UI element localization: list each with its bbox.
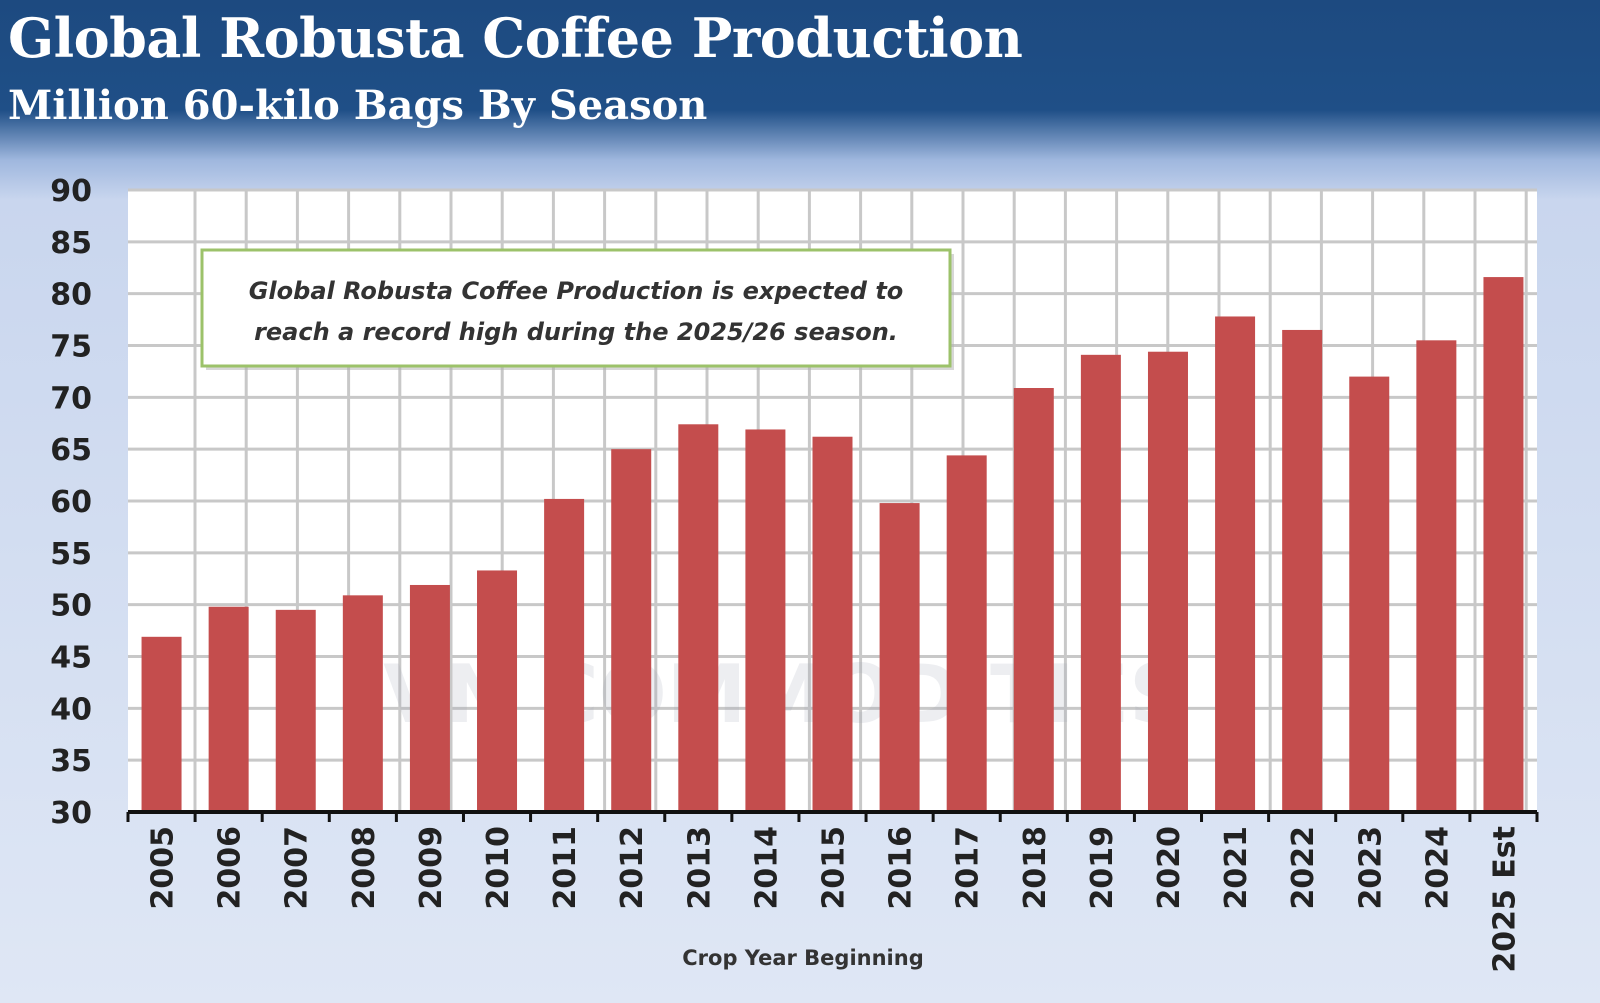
y-tick-label: 40 [50,692,92,727]
y-tick-label: 85 [50,226,92,261]
annotation-text: reach a record high during the 2025/26 s… [254,318,898,346]
bar-2010 [477,570,518,812]
x-tick-label: 2014 [749,826,784,910]
y-tick-label: 90 [50,174,92,209]
chart-title: Global Robusta Coffee Production [8,6,1023,70]
bar-2006 [208,606,249,812]
bar-2022 [1282,329,1323,812]
bar-2012 [611,449,652,812]
y-tick-label: 70 [50,381,92,416]
x-tick-label: 2005 [146,826,181,910]
y-tick-label: 80 [50,278,92,313]
y-tick-label: 35 [50,744,92,779]
x-tick-label: 2008 [347,826,382,910]
x-tick-label: 2006 [213,826,248,910]
bar-2007 [275,609,316,812]
x-tick-label: 2010 [481,826,516,910]
bar-2009 [409,584,450,812]
y-tick-label: 65 [50,433,92,468]
x-axis-label: Crop Year Beginning [682,946,923,970]
x-tick-label: 2016 [884,826,919,910]
x-tick-label: 2020 [1152,826,1187,910]
bar-2021 [1215,316,1256,812]
y-tick-label: 45 [50,641,92,676]
bar-2023 [1349,376,1390,812]
x-tick-label: 2025 Est [1487,826,1522,973]
x-tick-label: 2017 [951,826,986,910]
y-tick-label: 60 [50,485,92,520]
bar-2018 [1013,388,1054,812]
bar-2015 [812,436,853,812]
bar-2019 [1080,354,1121,812]
x-tick-label: 2018 [1018,826,1053,910]
y-tick-label: 55 [50,537,92,572]
bar-2020 [1147,351,1188,812]
x-tick-label: 2024 [1420,826,1455,910]
x-tick-label: 2009 [414,826,449,910]
x-tick-label: 2022 [1286,826,1321,910]
bar-2025-est [1483,277,1524,813]
x-tick-label: 2023 [1353,826,1388,910]
x-tick-label: 2007 [280,826,315,910]
bar-2011 [544,498,585,812]
annotation-box [200,248,952,368]
x-tick-label: 2015 [817,826,852,910]
bar-2014 [745,429,786,812]
x-tick-label: 2012 [615,826,650,910]
x-tick-label: 2013 [682,826,717,910]
chart-subtitle: Million 60-kilo Bags By Season [8,82,708,129]
x-tick-label: 2011 [548,826,583,910]
x-tick-label: 2019 [1085,826,1120,910]
bar-2008 [342,595,383,812]
bar-2017 [946,455,987,812]
y-tick-label: 50 [50,589,92,624]
annotation-text: Global Robusta Coffee Production is expe… [249,277,904,305]
y-tick-label: 75 [50,330,92,365]
x-tick-label: 2021 [1219,826,1254,910]
bar-2005 [141,636,182,812]
bar-2024 [1416,340,1457,812]
y-tick-label: 30 [50,796,92,831]
bar-2013 [678,424,719,812]
bar-2016 [879,503,920,812]
